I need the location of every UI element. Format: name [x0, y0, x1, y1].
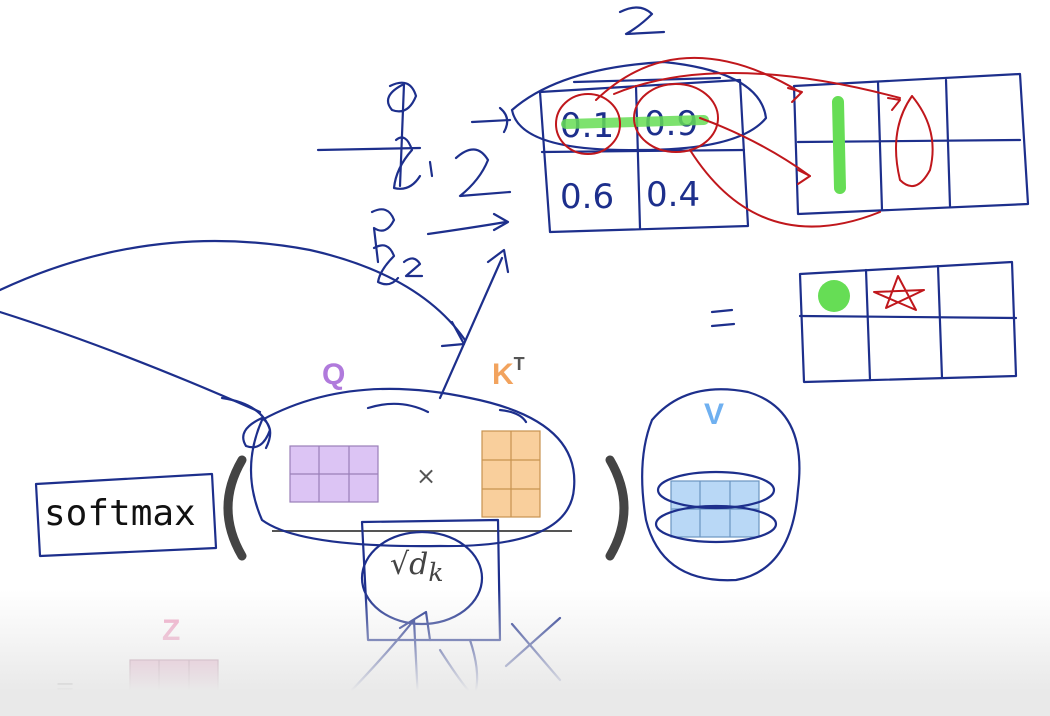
right-paren [605, 455, 629, 561]
score-values: 0.1 0.9 0.6 0.4 [560, 104, 700, 217]
v-label: V [704, 398, 725, 431]
softmax-label: softmax [44, 493, 196, 534]
paren-scribble [220, 396, 272, 450]
curve-left-low [0, 310, 262, 414]
curve-to-qk [0, 239, 467, 342]
transpose-superscript: T [513, 354, 525, 374]
z-label: Z [162, 614, 181, 647]
kt-matrix [481, 430, 541, 518]
output-matrix-box [798, 260, 1018, 384]
kt-label: KT [492, 354, 525, 392]
equals-sign: = [55, 672, 76, 700]
arrow-up [438, 256, 504, 400]
left-paren [223, 455, 247, 561]
z-matrix [129, 659, 219, 697]
sqrt-k-subscript: k [428, 558, 444, 587]
attended-matrix-box [792, 72, 1030, 216]
score-bottom-right: 0.4 [646, 175, 700, 215]
red-ink-annotations [555, 57, 934, 311]
softmax-box [34, 472, 218, 558]
green-dot [818, 280, 850, 312]
q-label: Q [322, 358, 346, 391]
multiply-sign: × [416, 462, 437, 490]
qk-oval [249, 387, 576, 548]
score-bottom-left: 0.6 [560, 177, 614, 217]
v-oval [641, 388, 801, 582]
q-matrix [289, 445, 379, 503]
red-star [873, 275, 925, 311]
sqrt-d-text: √d [390, 547, 429, 582]
k-label-text: K [492, 358, 514, 391]
sqrt-dk-label: √dk [390, 547, 443, 587]
